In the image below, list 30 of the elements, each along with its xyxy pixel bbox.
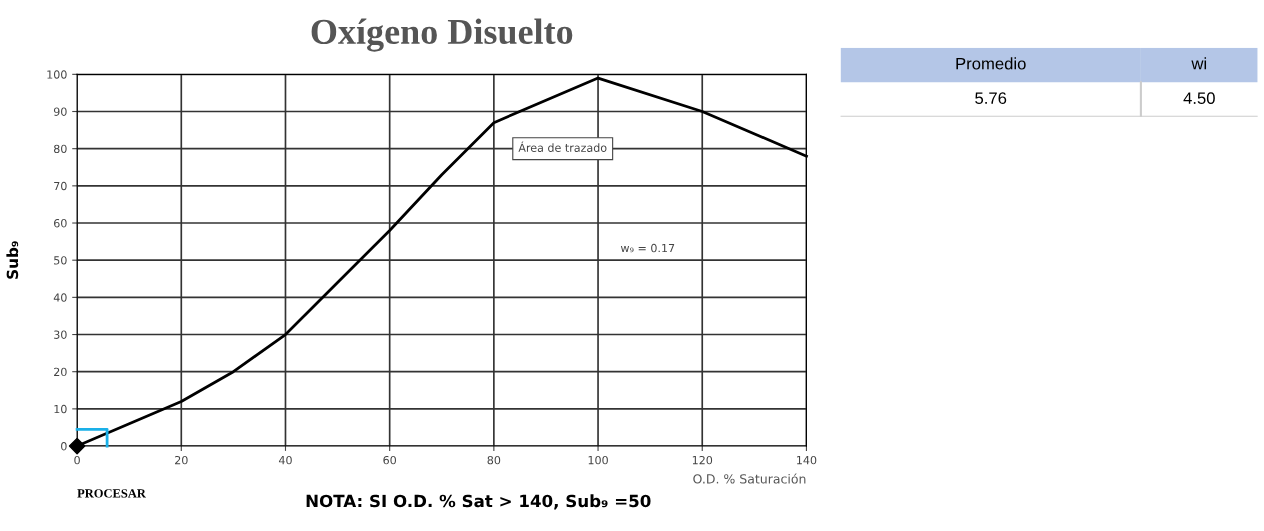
text: Promedio <box>956 57 1026 70</box>
annotation: w₉ = 0.17 <box>620 243 675 253</box>
y-tick-label: 10 <box>54 404 67 414</box>
x-tick-label: 40 <box>278 455 292 465</box>
text: 5.76 <box>975 92 1007 105</box>
y-tick-label: 70 <box>54 181 67 191</box>
x-tick-label: 0 <box>74 455 80 465</box>
x-tick-label: 80 <box>487 455 501 465</box>
x-axis-title: O.D. % Saturación <box>693 473 806 484</box>
text: 4.50 <box>1183 92 1215 105</box>
y-tick-label: 30 <box>54 330 67 339</box>
y-tick-label: 90 <box>53 107 67 116</box>
x-tick-label: 100 <box>588 455 608 465</box>
y-tick-label: 20 <box>54 367 67 377</box>
x-tick-label: 120 <box>692 455 713 465</box>
x-tick-label: 140 <box>797 455 817 465</box>
text: NOTA: SI O.D. % Sat > 140, Sub₉ =50 <box>306 494 651 510</box>
x-tick-label: 60 <box>383 455 396 465</box>
x-tick-label: 20 <box>175 455 188 465</box>
text: wi <box>1191 57 1207 70</box>
y-axis-title: Sub₉ <box>6 241 19 279</box>
y-tick-label: 80 <box>54 144 67 154</box>
y-tick-label: 0 <box>61 442 67 451</box>
y-tick-label: 50 <box>54 256 67 265</box>
chart-title: Oxígeno Disuelto <box>311 18 573 52</box>
text: PROCESAR <box>77 489 146 498</box>
y-tick-label: 60 <box>54 218 67 228</box>
y-tick-label: 40 <box>53 293 67 302</box>
y-tick-label: 100 <box>47 70 67 79</box>
annotation: Área de trazado <box>518 141 607 152</box>
